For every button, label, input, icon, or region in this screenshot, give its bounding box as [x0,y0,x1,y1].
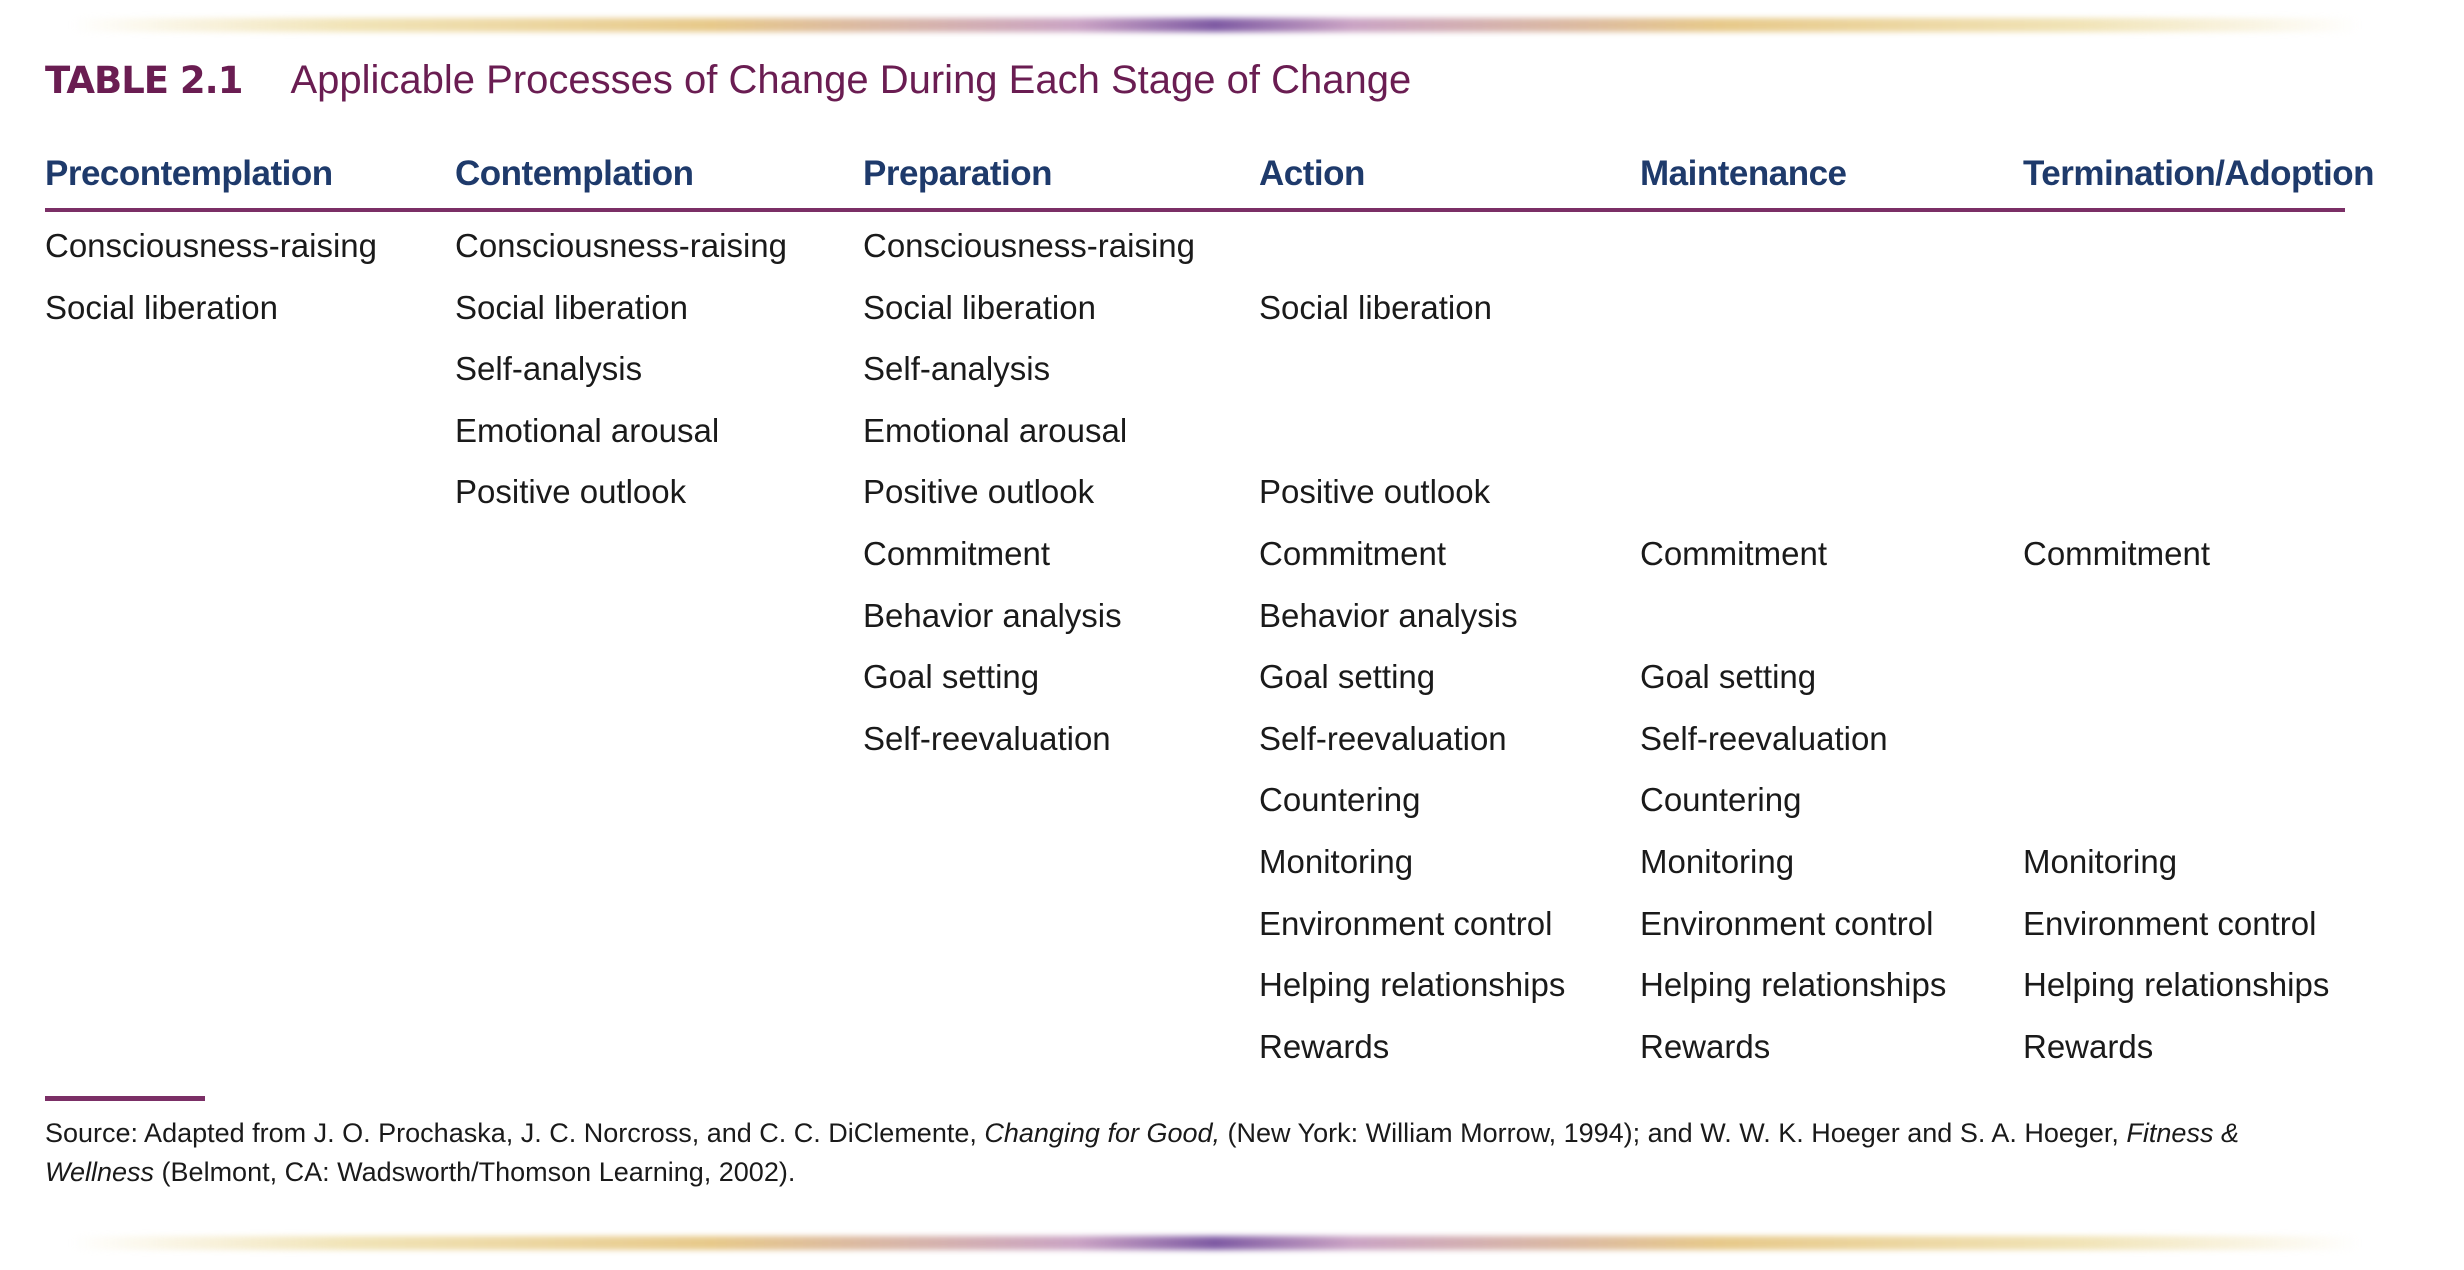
table-cell: Environment control [2023,904,2317,942]
table-cell: Behavior analysis [1259,596,1518,634]
table-cell: Helping relationships [1259,966,1566,1004]
table-cell: Consciousness-raising [863,227,1195,264]
table-cell: Positive outlook [1259,473,1491,511]
table-cell: Monitoring [1640,843,1795,880]
table-header-row: Precontemplation Contemplation Preparati… [45,150,2374,212]
table-cell: Positive outlook [455,473,687,511]
table-cell: Rewards [1640,1027,1771,1065]
column-header-termination-adoption: Termination/Adoption [2023,154,2374,193]
table-cell: Rewards [2023,1027,2154,1065]
table-cell: Monitoring [2023,843,2178,880]
table-cell: Self-analysis [863,350,1051,388]
table-cell: Positive outlook [863,473,1095,511]
table-cell: Countering [1259,781,1421,819]
table-cell: Self-reevaluation [1259,719,1507,757]
source-prefix: Source: Adapted from J. O. Prochaska, J.… [45,1118,985,1148]
table-cell: Commitment [1259,535,1447,572]
source-book-title-2: Fitness & Wellness [45,1118,2239,1187]
table-cell: Consciousness-raising [45,227,377,264]
table-cell: Rewards [1259,1027,1390,1065]
table-cell: Social liberation [863,288,1096,326]
table-cell: Social liberation [1259,288,1492,326]
table-cell: Environment control [1259,904,1553,942]
table-cell: Monitoring [1259,843,1414,880]
source-suffix: (Belmont, CA: Wadsworth/Thomson Learning… [154,1157,796,1187]
table-cell: Helping relationships [1640,966,1947,1004]
table-cell: Social liberation [455,288,688,326]
column-header-action: Action [1259,154,1365,193]
top-decorative-rule [70,18,2360,32]
column-header-precontemplation: Precontemplation [45,154,333,193]
table-body: Consciousness-raising Consciousness-raisi… [45,212,2345,1112]
table-cell: Self-reevaluation [1640,719,1888,757]
table-cell: Goal setting [1640,658,1817,696]
table-cell: Goal setting [1259,658,1436,696]
table-cell: Environment control [1640,904,1934,942]
table-cell: Commitment [863,535,1051,572]
table-cell: Self-reevaluation [863,719,1111,757]
table-cell: Consciousness-raising [455,227,787,264]
source-divider [45,1096,205,1101]
source-note: Source: Adapted from J. O. Prochaska, J.… [45,1114,2345,1192]
source-book-title-1: Changing for Good, [984,1118,1221,1148]
processes-table: Precontemplation Contemplation Preparati… [45,150,2374,1112]
column-header-contemplation: Contemplation [455,154,694,193]
table-cell: Commitment [2023,535,2211,572]
table-cell: Helping relationships [2023,966,2330,1004]
table-cell: Self-analysis [455,350,643,388]
table-cell: Emotional arousal [863,411,1128,449]
table-cell: Goal setting [863,658,1040,696]
table-caption: TABLE 2.1 Applicable Processes of Change… [45,58,1411,103]
table-title: Applicable Processes of Change During Ea… [290,58,1412,102]
table-cell: Countering [1640,781,1802,819]
table-cell: Emotional arousal [455,411,720,449]
table-cell: Behavior analysis [863,596,1122,634]
bottom-decorative-rule [70,1236,2360,1250]
table-number: TABLE 2.1 [45,59,243,102]
column-header-maintenance: Maintenance [1640,154,1847,193]
table-cell: Commitment [1640,535,1828,572]
source-middle: (New York: William Morrow, 1994); and W.… [1220,1118,2127,1148]
table-cell: Social liberation [45,288,278,326]
column-header-preparation: Preparation [863,154,1053,193]
